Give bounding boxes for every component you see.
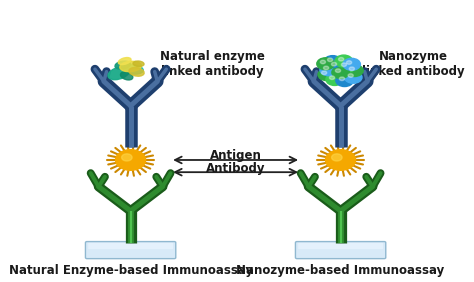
Ellipse shape [133, 61, 144, 67]
Circle shape [338, 58, 344, 61]
Circle shape [324, 56, 341, 68]
FancyBboxPatch shape [298, 243, 383, 249]
Circle shape [326, 74, 343, 85]
Circle shape [329, 76, 335, 80]
Text: Natural enzyme
linked antibody: Natural enzyme linked antibody [160, 50, 265, 78]
Text: Antigen: Antigen [210, 149, 262, 162]
Ellipse shape [120, 61, 141, 72]
Circle shape [341, 63, 346, 67]
Circle shape [349, 67, 355, 70]
Circle shape [323, 66, 328, 70]
Circle shape [317, 58, 334, 70]
Circle shape [338, 61, 355, 72]
Ellipse shape [115, 61, 130, 69]
FancyBboxPatch shape [85, 242, 176, 259]
Circle shape [348, 74, 353, 77]
Circle shape [339, 77, 345, 81]
FancyBboxPatch shape [295, 242, 386, 259]
Text: Natural Enzyme-based Immunoassay: Natural Enzyme-based Immunoassay [9, 264, 253, 277]
Text: Antibody: Antibody [206, 162, 265, 175]
Circle shape [328, 58, 333, 61]
Circle shape [336, 75, 353, 87]
Circle shape [326, 150, 356, 170]
Circle shape [328, 60, 346, 72]
Ellipse shape [122, 64, 143, 74]
Circle shape [345, 71, 362, 83]
Circle shape [331, 62, 337, 66]
Ellipse shape [120, 72, 133, 80]
Circle shape [320, 64, 337, 76]
Circle shape [332, 67, 349, 78]
Circle shape [320, 60, 326, 64]
Circle shape [332, 154, 342, 161]
Circle shape [335, 55, 353, 67]
Circle shape [346, 61, 352, 64]
Circle shape [346, 65, 363, 76]
Ellipse shape [108, 67, 129, 80]
Circle shape [343, 58, 360, 70]
Circle shape [321, 71, 327, 75]
Ellipse shape [118, 58, 131, 65]
FancyBboxPatch shape [88, 243, 173, 249]
Circle shape [318, 69, 336, 81]
Text: Nanozyme-based Immunoassay: Nanozyme-based Immunoassay [237, 264, 445, 277]
Ellipse shape [129, 68, 144, 76]
Text: Nanozyme
linked antibody: Nanozyme linked antibody [363, 50, 465, 78]
Circle shape [336, 69, 341, 72]
Circle shape [121, 154, 132, 161]
Circle shape [116, 150, 146, 170]
